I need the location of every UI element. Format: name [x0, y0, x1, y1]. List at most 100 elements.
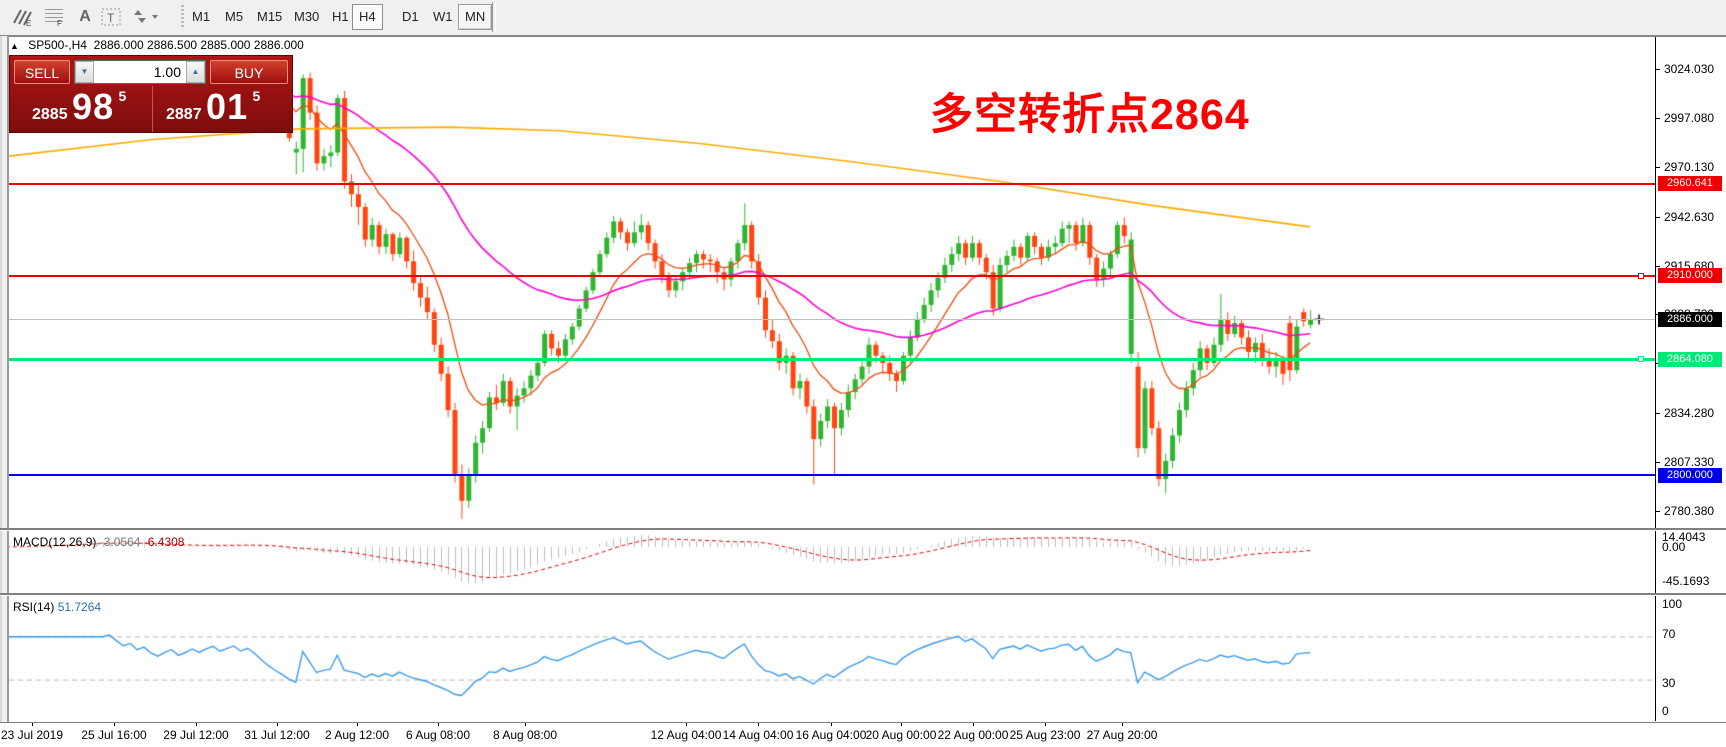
time-axis-label: 31 Jul 12:00: [244, 728, 310, 742]
symbol-title: SP500-,H4: [28, 38, 87, 52]
macd-signal-value: -6.4308: [143, 535, 185, 549]
tab-timeframe-m5[interactable]: M5: [225, 9, 244, 24]
time-axis-tick: [901, 723, 902, 726]
collapse-panel-icon[interactable]: ▲: [10, 41, 19, 51]
time-axis-tick: [758, 723, 759, 726]
toolbar-separator: [181, 5, 184, 29]
expert-advisors-icon[interactable]: E: [10, 4, 36, 30]
time-axis-tick: [196, 723, 197, 726]
tab-timeframe-w1[interactable]: W1: [433, 9, 453, 24]
time-axis-tick: [32, 723, 33, 726]
time-axis-label: 25 Aug 23:00: [1009, 728, 1081, 742]
buy-button[interactable]: BUY: [210, 60, 288, 84]
buy-price[interactable]: 2887 01 5: [166, 86, 260, 130]
price-axis-tick: [1656, 462, 1660, 464]
macd-canvas[interactable]: [9, 530, 1655, 592]
price-axis-tick-label: 2834.280: [1664, 406, 1715, 421]
macd-panel-divider[interactable]: [0, 528, 1726, 531]
macd-axis-min: -45.1693: [1662, 574, 1710, 588]
level-line-2864.080[interactable]: [9, 357, 1655, 361]
time-axis-label: 12 Aug 04:00: [650, 728, 722, 742]
level-line-2910.000[interactable]: [9, 274, 1655, 277]
volume-up-button[interactable]: ▲: [186, 61, 205, 83]
macd-name: MACD(12,26,9): [13, 535, 97, 549]
time-axis-tick: [973, 723, 974, 726]
time-axis-tick: [831, 723, 832, 726]
tab-timeframe-d1[interactable]: D1: [402, 9, 419, 24]
macd-label: MACD(12,26,9) -3.0564 -6.4308: [13, 535, 184, 549]
trade-panel-divider: [152, 86, 153, 132]
price-axis-tick-label: 2942.630: [1664, 209, 1715, 224]
price-axis-border: [1655, 37, 1656, 721]
price-axis-tick-label: 2997.080: [1664, 110, 1715, 125]
text-box-icon[interactable]: T: [98, 4, 124, 30]
tab-timeframe-m30[interactable]: M30: [294, 9, 320, 24]
macd-axis-zero: 0.00: [1662, 540, 1686, 554]
text-label-icon[interactable]: A: [79, 8, 91, 25]
time-axis-tick: [686, 723, 687, 726]
rsi-value: 51.7264: [57, 600, 102, 614]
time-axis[interactable]: 23 Jul 2019 25 Jul 16:00 29 Jul 12:00 31 Ju…: [0, 722, 1726, 747]
price-axis-tick: [1656, 413, 1660, 415]
rsi-name: RSI(14): [13, 600, 55, 614]
price-tag-2864.080: 2864.080: [1658, 351, 1722, 367]
time-axis-tick: [114, 723, 115, 726]
time-axis-label: 20 Aug 00:00: [865, 728, 937, 742]
time-axis-tick: [1045, 723, 1046, 726]
buy-price-big: 01: [206, 86, 249, 127]
price-axis-tick-label: 3024.030: [1664, 62, 1715, 76]
price-axis-tick: [1656, 216, 1660, 218]
price-axis-tick-label: 2970.130: [1664, 159, 1715, 174]
chart-annotation-text: 多空转折点2864: [930, 91, 1250, 139]
rsi-axis-0: 0: [1662, 704, 1669, 718]
line-handle-icon[interactable]: [1638, 272, 1644, 279]
time-axis-label: 29 Jul 12:00: [163, 728, 229, 742]
arrange-windows-icon[interactable]: [128, 4, 162, 30]
ohlc-readout: 2886.000 2886.500 2885.000 2886.000: [93, 38, 304, 52]
time-axis-label: 6 Aug 08:00: [405, 728, 471, 742]
time-axis-label: 22 Aug 00:00: [937, 728, 1009, 742]
rsi-panel-divider[interactable]: [0, 593, 1726, 596]
macd-axis-max: 14.4043: [1662, 530, 1706, 544]
sell-button[interactable]: SELL: [14, 60, 70, 84]
toolbar: E F A T M1 M5 M15 M30 H1 H4 D1 W1 MN: [0, 0, 1726, 36]
line-handle-icon[interactable]: [1638, 356, 1644, 363]
price-axis-tick: [1656, 166, 1660, 168]
window-left-frame: [0, 36, 9, 747]
grid-icon[interactable]: F: [42, 4, 68, 30]
volume-input[interactable]: 1.00: [153, 64, 181, 80]
level-line-2960.641[interactable]: [9, 182, 1655, 185]
level-line-2886.000[interactable]: [9, 318, 1655, 320]
buy-price-sup: 5: [252, 88, 261, 104]
volume-box: ▼ 1.00 ▲: [74, 60, 206, 84]
chart-titlebar: ▲ SP500-,H4 2886.000 2886.500 2885.000 2…: [10, 38, 304, 53]
price-tag-2886.000: 2886.000: [1658, 311, 1722, 327]
volume-down-button[interactable]: ▼: [75, 61, 94, 83]
sell-price[interactable]: 2885 98 5: [32, 86, 126, 130]
rsi-label: RSI(14) 51.7264: [13, 600, 101, 614]
price-tag-2960.641: 2960.641: [1658, 176, 1722, 192]
price-axis-tick-label: 2780.380: [1664, 503, 1715, 518]
time-axis-label: 8 Aug 08:00: [492, 728, 558, 742]
sell-price-small: 2885: [32, 106, 68, 123]
tab-timeframe-m1[interactable]: M1: [192, 9, 211, 24]
price-axis-tick: [1656, 69, 1660, 70]
time-axis-label: 25 Jul 16:00: [81, 728, 147, 742]
time-axis-label: 14 Aug 04:00: [722, 728, 794, 742]
tab-timeframe-m15[interactable]: M15: [257, 9, 283, 24]
rsi-axis-30: 30: [1662, 676, 1676, 690]
time-axis-tick: [525, 723, 526, 726]
sell-price-sup: 5: [118, 88, 127, 104]
price-axis-tick: [1656, 510, 1660, 512]
rsi-canvas[interactable]: [9, 596, 1655, 721]
tab-timeframe-h4-active[interactable]: H4: [352, 4, 383, 30]
time-axis-label: 23 Jul 2019: [0, 728, 64, 742]
time-axis-tick: [357, 723, 358, 726]
time-axis-tick: [277, 723, 278, 726]
tab-timeframe-mn[interactable]: MN: [458, 4, 493, 30]
tab-timeframe-h1[interactable]: H1: [332, 9, 349, 24]
price-tag-2800.000: 2800.000: [1658, 467, 1722, 483]
level-line-2800.000[interactable]: [9, 474, 1655, 477]
svg-text:T: T: [107, 11, 115, 25]
time-axis-label: 2 Aug 12:00: [324, 728, 390, 742]
